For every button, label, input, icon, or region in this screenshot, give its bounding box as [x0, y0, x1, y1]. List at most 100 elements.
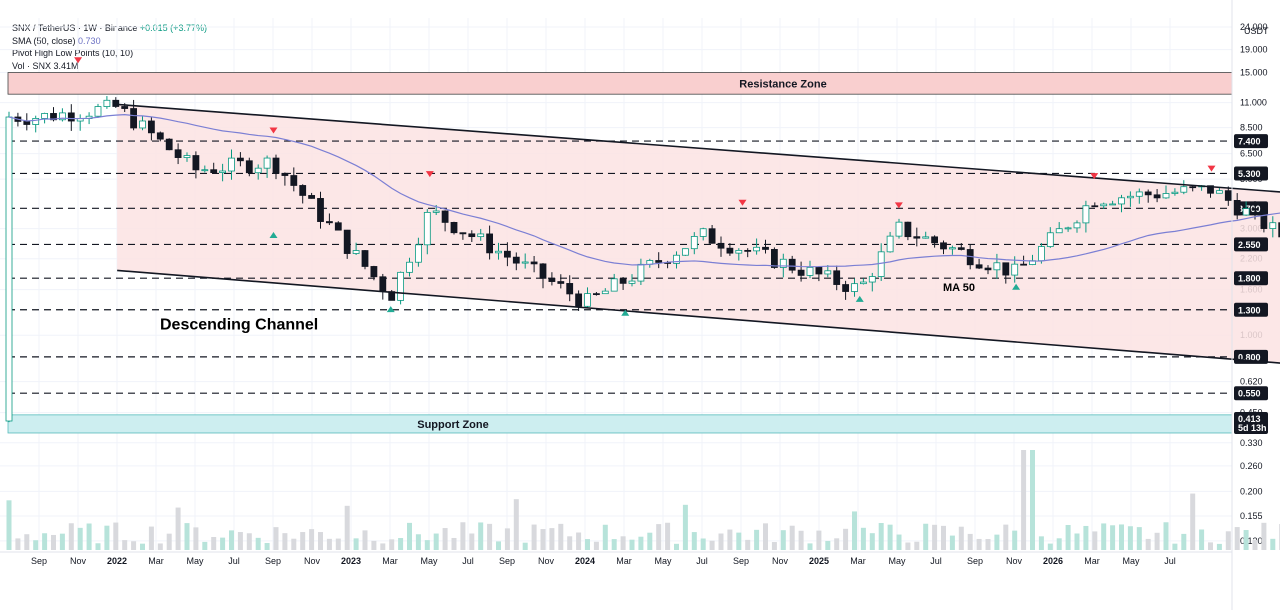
volume-bar	[220, 537, 226, 550]
volume-bar	[771, 542, 777, 550]
candle	[41, 112, 48, 124]
candle	[735, 248, 743, 261]
volume-bar	[878, 523, 884, 550]
volume-bar	[1092, 531, 1098, 550]
pivot-low-marker	[1012, 283, 1021, 290]
sma-label[interactable]: SMA (50, close)	[12, 35, 76, 46]
currency-label: USDT	[1244, 26, 1269, 36]
time-tick-label: Mar	[1084, 556, 1100, 566]
volume-bar	[1243, 530, 1249, 550]
volume-bar	[576, 532, 582, 550]
time-tick-label: Jul	[1164, 556, 1176, 566]
volume-bar	[754, 529, 760, 550]
candle	[477, 228, 485, 241]
candle-body	[806, 267, 814, 276]
volume-bar	[727, 529, 733, 550]
pivot-high-marker	[1090, 173, 1099, 180]
candle	[797, 261, 805, 282]
candle-body	[397, 271, 405, 301]
pivot-low-marker	[386, 306, 395, 313]
candle	[308, 192, 316, 199]
candle	[1189, 185, 1197, 192]
volume-bar	[682, 504, 688, 550]
volume-bar	[1065, 524, 1071, 550]
candle-body	[1242, 208, 1250, 216]
volume-bar	[255, 537, 261, 550]
candle-body	[762, 246, 769, 250]
candle	[1153, 189, 1161, 203]
volume-bar	[585, 539, 590, 550]
volume-bar	[1145, 538, 1151, 550]
candle	[1073, 220, 1081, 233]
volume-bar	[122, 540, 128, 550]
volume-bar	[326, 538, 332, 550]
volume-bar	[353, 538, 359, 550]
volume-bar	[59, 533, 65, 550]
candle	[236, 152, 244, 167]
candle	[1109, 200, 1116, 206]
candle-body	[1180, 186, 1188, 193]
candle	[682, 248, 689, 256]
candle-body	[673, 254, 680, 264]
volume-bars	[6, 450, 1280, 550]
volume-bar	[558, 523, 564, 550]
candle	[1216, 187, 1223, 194]
price-tick-label: 0.155	[1240, 511, 1263, 521]
volume-bar	[994, 534, 1000, 550]
volume-bar	[1181, 533, 1187, 550]
channel-upper-line	[117, 103, 1280, 193]
time-tick-label: Mar	[616, 556, 632, 566]
candle	[984, 265, 992, 275]
volume-bar	[1110, 525, 1116, 550]
volume-bar	[860, 527, 866, 550]
candle-body	[219, 170, 227, 173]
pivot-label[interactable]: Pivot High Low Points (10, 10)	[12, 48, 134, 58]
candle	[806, 260, 814, 279]
candle	[931, 235, 938, 248]
candle	[468, 230, 476, 243]
volume-bar	[478, 522, 484, 550]
candle	[272, 154, 280, 180]
candle	[1064, 226, 1072, 232]
candle-body	[593, 293, 600, 296]
candle	[610, 273, 618, 292]
candle-body	[1207, 185, 1214, 194]
time-tick-label: May	[420, 556, 438, 566]
candle-body	[949, 247, 956, 250]
symbol-label[interactable]: SNX / TetherUS · 1W · Binance	[12, 23, 138, 33]
candle	[406, 257, 413, 277]
volume-bar	[131, 541, 137, 550]
volume-bar	[1208, 542, 1213, 550]
volume-bar	[629, 539, 635, 550]
level-label: 1.800	[1238, 274, 1261, 284]
candle-body	[1082, 205, 1090, 224]
pivot-low-marker	[269, 231, 278, 238]
candle-body	[788, 258, 796, 271]
time-tick-label: May	[1122, 556, 1140, 566]
vol-label[interactable]: Vol · SNX	[12, 60, 52, 71]
volume-bar	[487, 523, 493, 550]
candle-body	[1011, 263, 1019, 276]
candle-body	[325, 221, 333, 224]
volume-bar	[300, 532, 306, 550]
candle-body	[1260, 209, 1268, 229]
candle-body	[5, 116, 13, 422]
level-label: 0.800	[1238, 352, 1261, 362]
candle-body	[468, 233, 476, 238]
volume-bar	[157, 543, 163, 550]
time-tick-label: Mar	[148, 556, 164, 566]
candle	[147, 117, 155, 141]
candle-body	[343, 229, 351, 254]
legend-pivot-row: Pivot High Low Points (10, 10)	[12, 47, 207, 60]
candle	[512, 252, 520, 271]
candle	[397, 271, 405, 305]
volume-bar	[460, 522, 466, 550]
candle	[922, 231, 930, 239]
volume-bar	[887, 524, 893, 550]
candle-body	[699, 228, 707, 237]
candle-body	[557, 281, 565, 284]
candle-body	[753, 246, 760, 252]
time-tick-label: Sep	[31, 556, 47, 566]
volume-bar	[407, 522, 412, 550]
